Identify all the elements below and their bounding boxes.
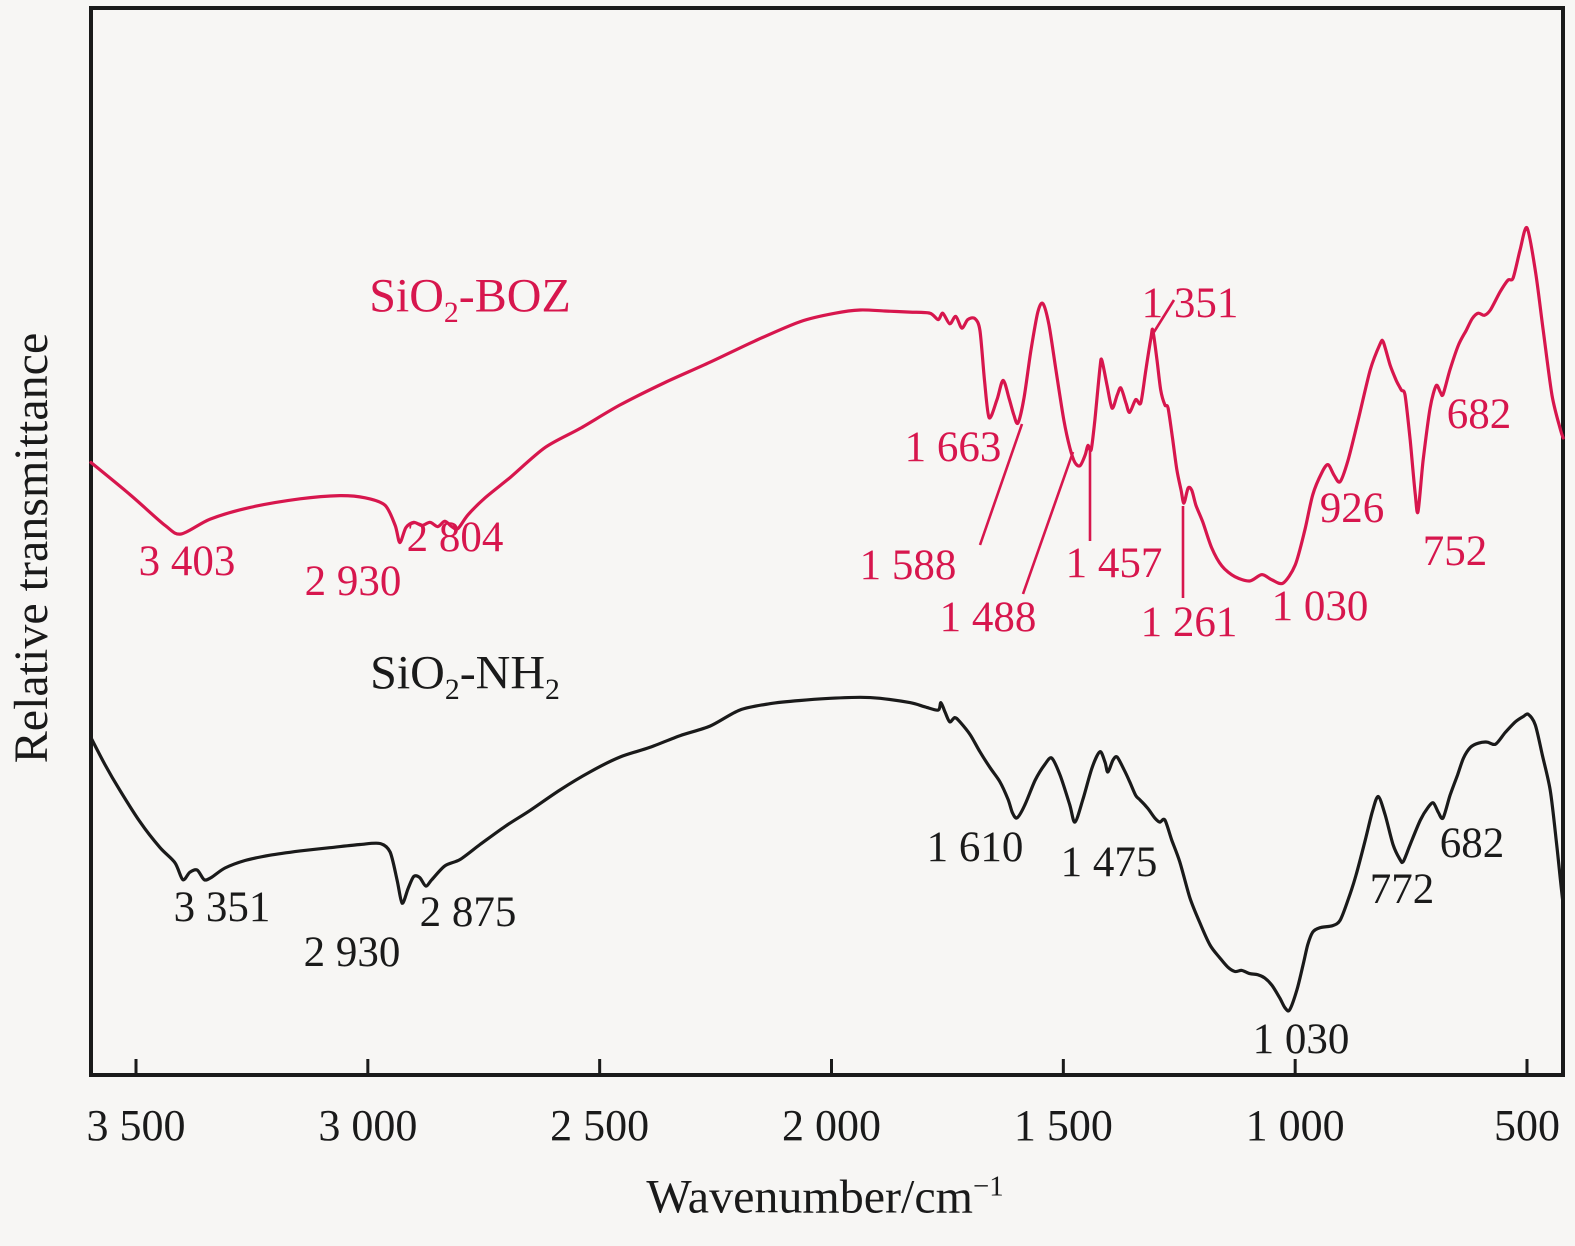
peak-label: 3 351 xyxy=(174,884,271,931)
series-label-text: -NH xyxy=(459,646,546,700)
x-axis-title-text: Wavenumber/cm xyxy=(646,1170,974,1224)
x-axis-tick-label: 2 500 xyxy=(550,1101,649,1150)
peak-label: 1 030 xyxy=(1253,1016,1350,1063)
peak-label: 2 804 xyxy=(407,514,504,561)
peak-label: 772 xyxy=(1370,866,1435,913)
series-label-text: -BOZ xyxy=(458,269,571,323)
series-label-text: SiO xyxy=(370,646,445,700)
spectrum-curve-sio2-boz xyxy=(89,226,1565,586)
peak-label: 3 403 xyxy=(139,538,236,585)
x-axis-tick-label: 2 000 xyxy=(782,1101,881,1150)
series-label-sio2-boz: SiO2-BOZ xyxy=(369,272,571,327)
x-axis-tick-label: 500 xyxy=(1494,1101,1560,1150)
x-axis-tick-label: 3 500 xyxy=(87,1101,186,1150)
peak-leader-line xyxy=(1021,451,1075,595)
peak-label: 1 351 xyxy=(1142,280,1239,327)
peak-label: 1 030 xyxy=(1272,583,1369,630)
x-axis-title-superscript: −1 xyxy=(973,1170,1004,1203)
spectrum-curve-sio2-nh2 xyxy=(89,695,1565,1013)
peak-label: 752 xyxy=(1423,528,1488,575)
peak-label: 1 663 xyxy=(905,424,1002,471)
peak-label: 1 261 xyxy=(1141,599,1238,646)
peak-label: 1 588 xyxy=(860,542,957,589)
peak-label: 926 xyxy=(1320,485,1385,532)
x-axis-title: Wavenumber/cm−1 xyxy=(646,1170,1004,1224)
x-axis-tick-label: 1 000 xyxy=(1246,1101,1345,1150)
x-axis-tick-label: 1 500 xyxy=(1014,1101,1113,1150)
peak-label: 2 875 xyxy=(420,889,517,936)
peak-label: 2 930 xyxy=(304,929,401,976)
peak-label: 2 930 xyxy=(305,558,402,605)
peak-label: 1 475 xyxy=(1061,839,1158,886)
series-label-subscript: 2 xyxy=(443,295,459,329)
peak-leader-line xyxy=(978,423,1024,546)
peak-label: 682 xyxy=(1440,820,1505,867)
peak-label: 682 xyxy=(1447,391,1512,438)
x-axis-tick-label: 3 000 xyxy=(318,1101,417,1150)
series-label-subscript: 2 xyxy=(444,672,460,706)
y-axis-title: Relative transmittance xyxy=(5,332,58,764)
plot-frame xyxy=(89,6,1565,1077)
series-label-text: SiO xyxy=(369,269,444,323)
series-label-sio2-nh2: SiO2-NH2 xyxy=(370,649,560,704)
peak-label: 1 457 xyxy=(1066,540,1163,587)
peak-label: 1 488 xyxy=(940,594,1037,641)
series-label-subscript: 2 xyxy=(545,672,560,706)
peak-leader-line xyxy=(1152,299,1176,333)
peak-label: 1 610 xyxy=(927,824,1024,871)
